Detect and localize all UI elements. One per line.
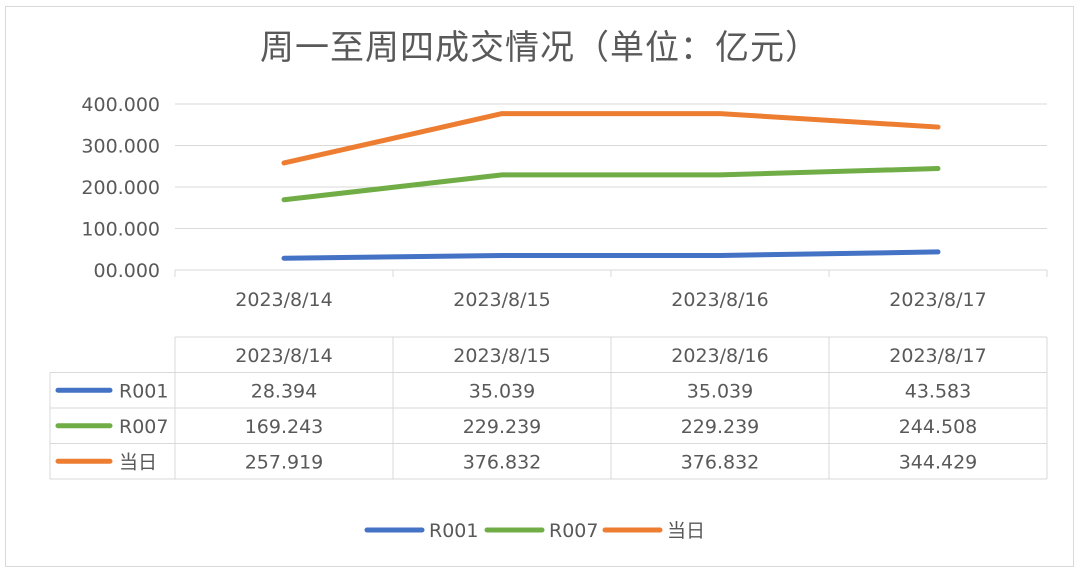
- x-tick-label: 2023/8/17: [889, 289, 986, 311]
- series-line-2: [281, 111, 941, 166]
- y-tick-label: 400.000: [81, 94, 160, 116]
- table-header-cell: 2023/8/14: [235, 345, 332, 367]
- y-tick-label: 100.000: [81, 219, 160, 241]
- table-header-cell: 2023/8/15: [453, 345, 550, 367]
- table-value-cell: 257.919: [245, 451, 324, 473]
- x-tick-label: 2023/8/14: [235, 289, 332, 311]
- table-value-cell: 229.239: [463, 416, 542, 438]
- table-value-cell: 244.508: [899, 416, 978, 438]
- table-row-label: 当日: [119, 451, 157, 473]
- table-value-cell: 376.832: [463, 451, 542, 473]
- legend-label: R001: [429, 520, 478, 542]
- table-value-cell: 169.243: [245, 416, 324, 438]
- y-tick-label: 300.000: [81, 136, 160, 158]
- table-value-cell: 35.039: [469, 380, 535, 402]
- table-row-label: R001: [119, 380, 168, 402]
- series-line-1: [281, 166, 941, 203]
- table-value-cell: 229.239: [681, 416, 760, 438]
- table-value-cell: 35.039: [687, 380, 753, 402]
- table-value-cell: 376.832: [681, 451, 760, 473]
- chart-frame: [5, 6, 1074, 567]
- y-tick-label: 200.000: [81, 177, 160, 199]
- table-value-cell: 28.394: [251, 380, 317, 402]
- x-tick-label: 2023/8/16: [671, 289, 768, 311]
- table-row-label: R007: [119, 416, 168, 438]
- legend-label: 当日: [667, 520, 705, 542]
- table-header-cell: 2023/8/17: [889, 345, 986, 367]
- y-tick-label: 00.000: [94, 260, 160, 282]
- table-header-cell: 2023/8/16: [671, 345, 768, 367]
- table-value-cell: 43.583: [905, 380, 971, 402]
- legend-label: R007: [549, 520, 598, 542]
- series-line-0: [281, 249, 941, 261]
- table-value-cell: 344.429: [899, 451, 978, 473]
- x-tick-label: 2023/8/15: [453, 289, 550, 311]
- chart-title: 周一至周四成交情况（单位：亿元）: [260, 28, 820, 68]
